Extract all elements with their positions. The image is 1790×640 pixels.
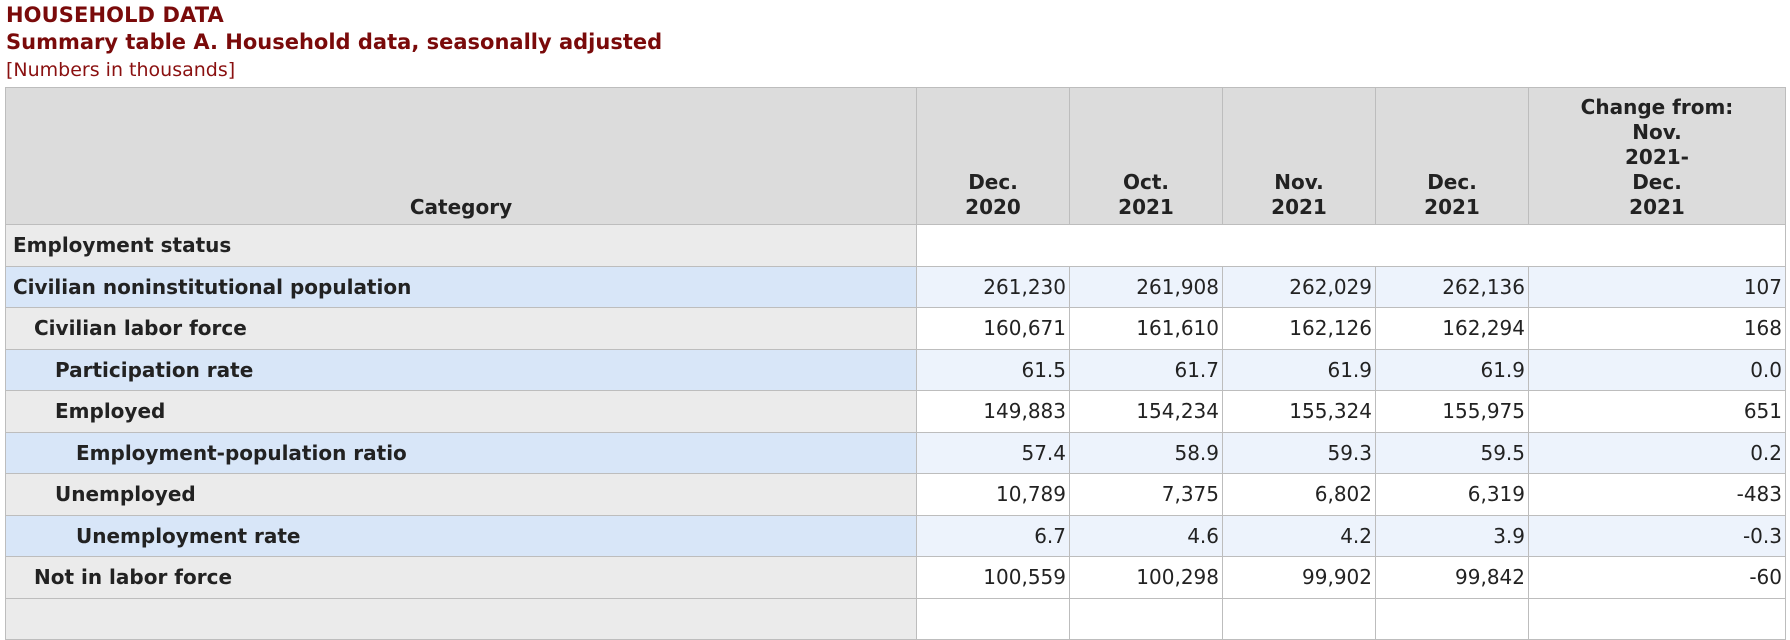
cell-value: 59.5 (1375, 431, 1529, 474)
cell-value: 61.9 (1222, 348, 1376, 391)
table-row: Civilian labor force 160,671 161,610 162… (5, 307, 1786, 350)
cell-value: 59.3 (1222, 431, 1376, 474)
partial-row-cell (916, 597, 1070, 640)
row-label: Employed (5, 390, 917, 433)
column-header-dec-2020: Dec. 2020 (916, 87, 1070, 225)
cell-value: 160,671 (916, 307, 1070, 350)
row-label: Civilian labor force (5, 307, 917, 350)
column-header-dec-2021: Dec. 2021 (1375, 87, 1529, 225)
cell-value: 149,883 (916, 390, 1070, 433)
partial-row-cell (1069, 597, 1223, 640)
cell-value: 262,136 (1375, 265, 1529, 308)
cell-value: 57.4 (916, 431, 1070, 474)
row-label: Not in labor force (5, 556, 917, 599)
section-heading: Employment status (5, 224, 917, 267)
cell-value: 10,789 (916, 473, 1070, 516)
page-title: HOUSEHOLD DATA (6, 3, 224, 27)
cell-change: 0.2 (1528, 431, 1786, 474)
cell-value: 100,298 (1069, 556, 1223, 599)
cell-value: 4.2 (1222, 514, 1376, 557)
row-label: Unemployment rate (5, 514, 917, 557)
table-row: Employed 149,883 154,234 155,324 155,975… (5, 390, 1786, 433)
partial-row-cell (1528, 597, 1786, 640)
cell-change: -60 (1528, 556, 1786, 599)
column-header-category: Category (5, 87, 917, 225)
cell-value: 4.6 (1069, 514, 1223, 557)
cell-change: 168 (1528, 307, 1786, 350)
cell-value: 162,126 (1222, 307, 1376, 350)
partial-row (5, 597, 1786, 640)
partial-row-cell (1222, 597, 1376, 640)
column-header-oct-2021: Oct. 2021 (1069, 87, 1223, 225)
cell-change: -0.3 (1528, 514, 1786, 557)
cell-value: 99,842 (1375, 556, 1529, 599)
cell-value: 99,902 (1222, 556, 1376, 599)
row-label: Participation rate (5, 348, 917, 391)
cell-change: 651 (1528, 390, 1786, 433)
cell-value: 6.7 (916, 514, 1070, 557)
cell-value: 262,029 (1222, 265, 1376, 308)
cell-value: 261,230 (916, 265, 1070, 308)
cell-value: 261,908 (1069, 265, 1223, 308)
units-note: [Numbers in thousands] (6, 59, 236, 81)
cell-change: 107 (1528, 265, 1786, 308)
cell-value: 3.9 (1375, 514, 1529, 557)
cell-value: 162,294 (1375, 307, 1529, 350)
cell-value: 161,610 (1069, 307, 1223, 350)
cell-change: -483 (1528, 473, 1786, 516)
cell-value: 155,324 (1222, 390, 1376, 433)
row-label: Unemployed (5, 473, 917, 516)
table-row: Civilian noninstitutional population 261… (5, 265, 1786, 308)
column-header-nov-2021: Nov. 2021 (1222, 87, 1376, 225)
row-label: Employment-population ratio (5, 431, 917, 474)
table-row: Participation rate 61.5 61.7 61.9 61.9 0… (5, 348, 1786, 391)
cell-value: 61.9 (1375, 348, 1529, 391)
section-row: Employment status (5, 224, 1786, 267)
cell-value: 155,975 (1375, 390, 1529, 433)
table-row: Unemployed 10,789 7,375 6,802 6,319 -483 (5, 473, 1786, 516)
cell-value: 6,802 (1222, 473, 1376, 516)
cell-value: 58.9 (1069, 431, 1223, 474)
header-row: Category Dec. 2020 Oct. 2021 Nov. 2021 Dec.… (5, 87, 1786, 225)
table-title: Summary table A. Household data, seasona… (6, 30, 663, 54)
cell-change: 0.0 (1528, 348, 1786, 391)
table-row: Not in labor force 100,559 100,298 99,90… (5, 556, 1786, 599)
row-label: Civilian noninstitutional population (5, 265, 917, 308)
table-row: Employment-population ratio 57.4 58.9 59… (5, 431, 1786, 474)
table-row: Unemployment rate 6.7 4.6 4.2 3.9 -0.3 (5, 514, 1786, 557)
cell-value: 100,559 (916, 556, 1070, 599)
household-data-table: Category Dec. 2020 Oct. 2021 Nov. 2021 Dec.… (5, 87, 1786, 640)
column-header-change: Change from: Nov. 2021- Dec. 2021 (1528, 87, 1786, 225)
cell-value: 61.7 (1069, 348, 1223, 391)
partial-row-cell (1375, 597, 1529, 640)
section-blank (916, 224, 1786, 267)
partial-row-label (5, 597, 917, 640)
cell-value: 154,234 (1069, 390, 1223, 433)
cell-value: 7,375 (1069, 473, 1223, 516)
cell-value: 6,319 (1375, 473, 1529, 516)
cell-value: 61.5 (916, 348, 1070, 391)
